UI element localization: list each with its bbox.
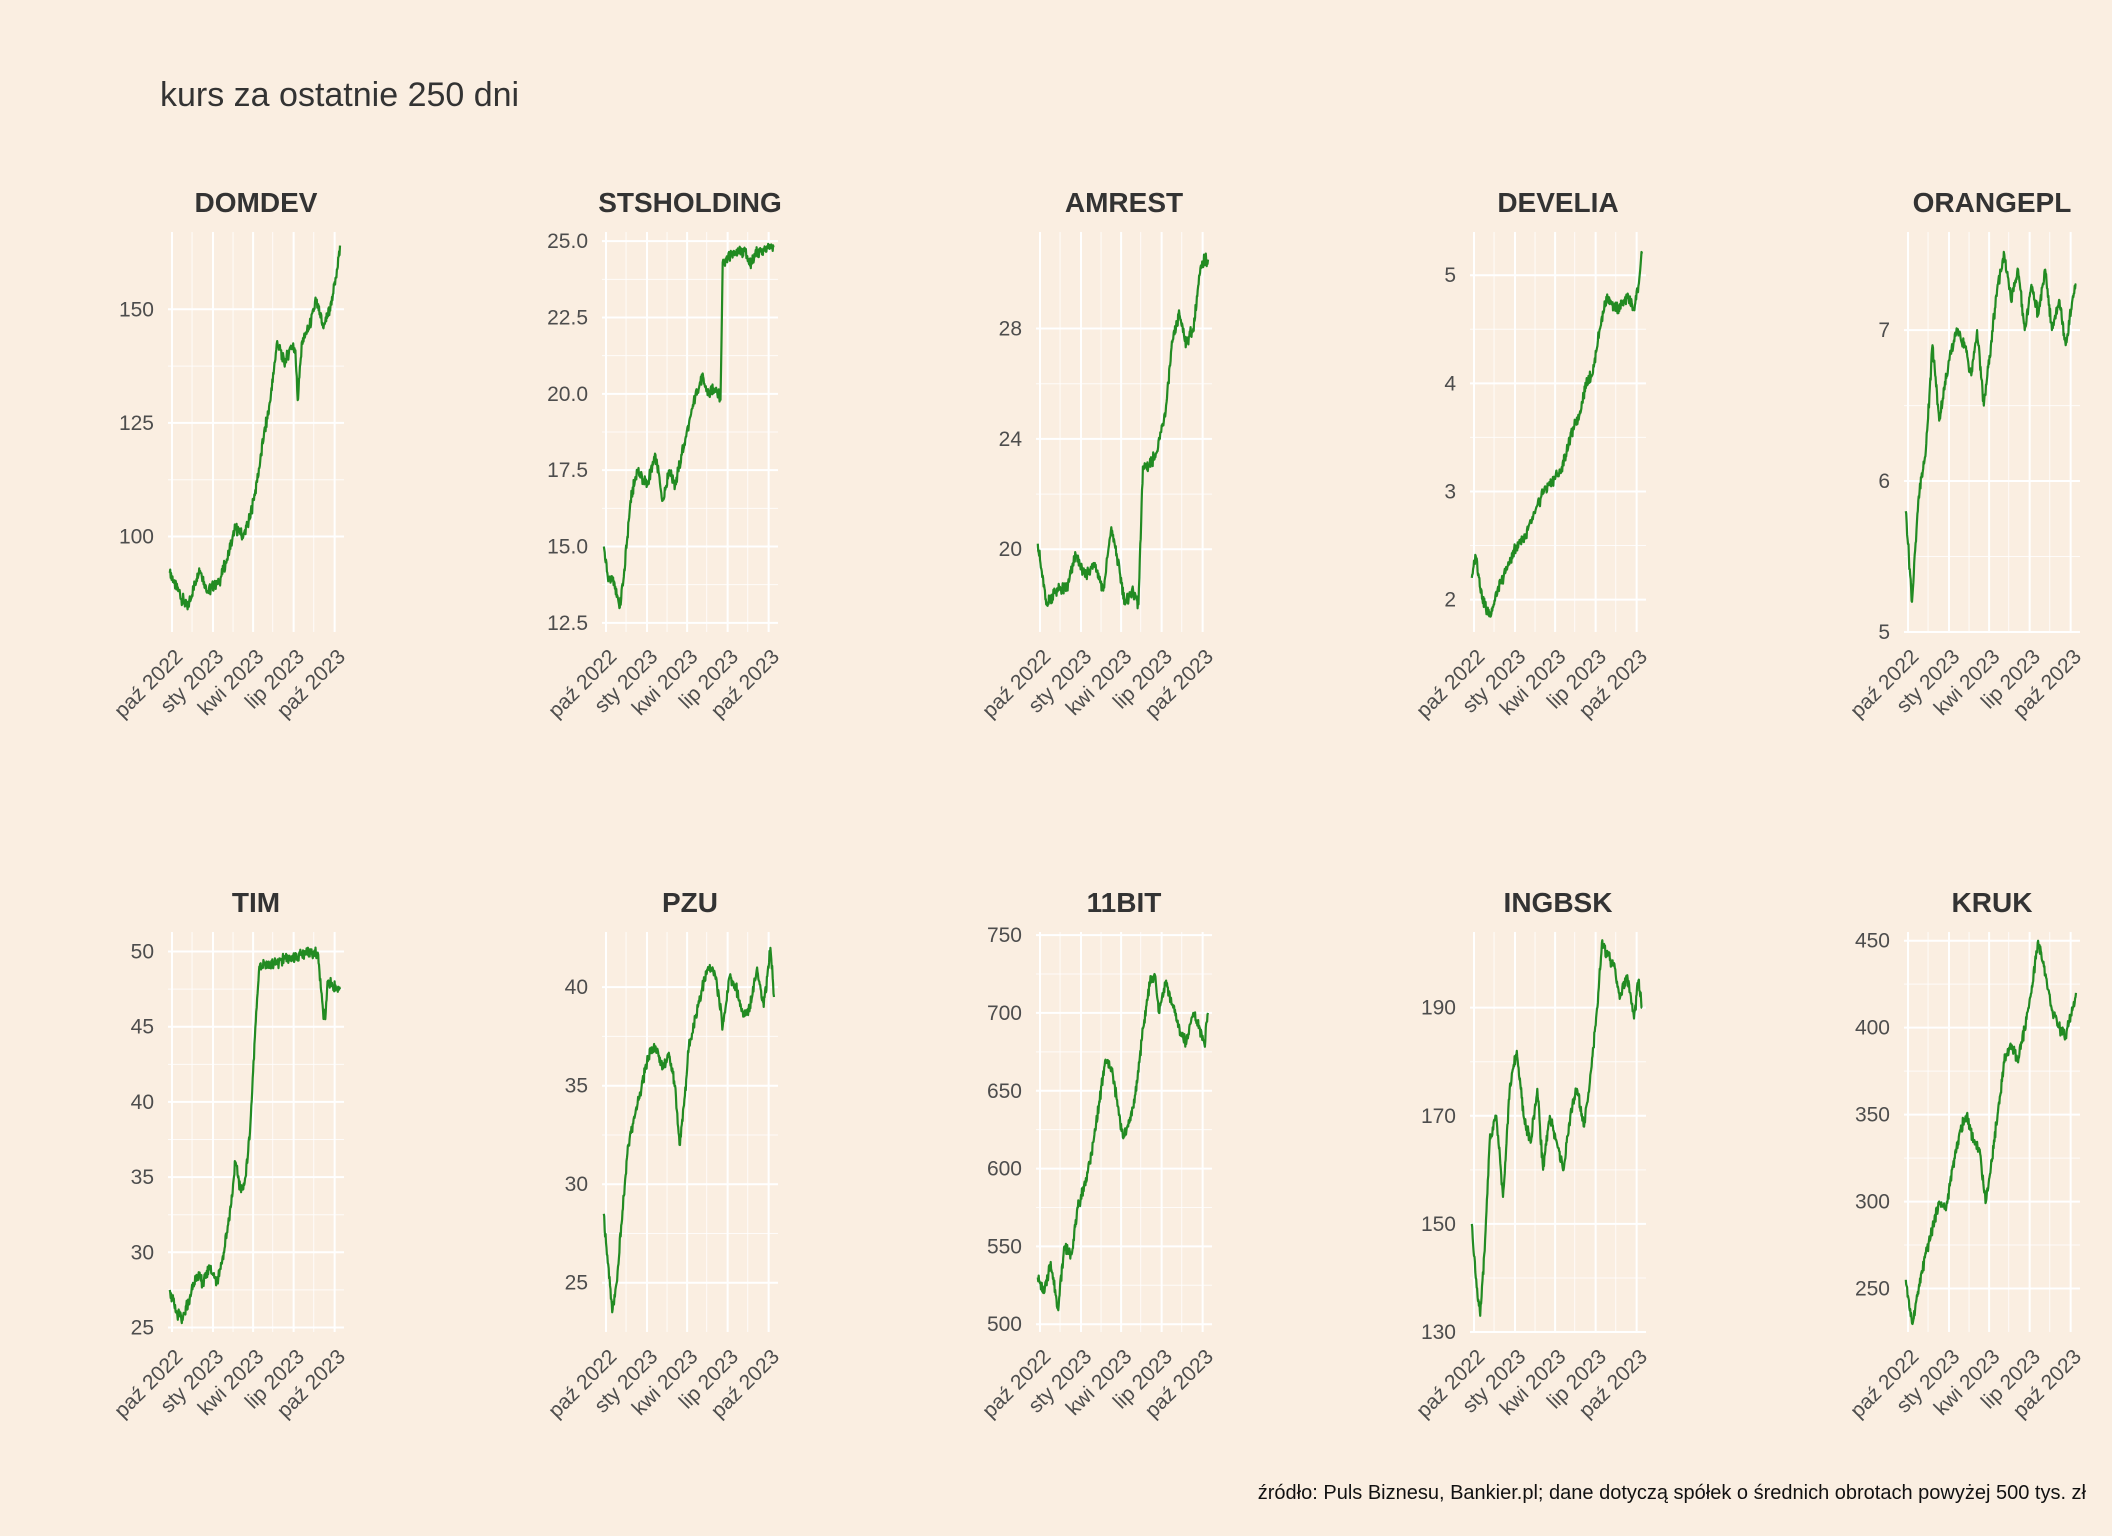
y-tick-label: 25 bbox=[131, 1316, 154, 1339]
source-caption: źródło: Puls Biznesu, Bankier.pl; dane d… bbox=[1257, 1482, 2086, 1504]
panel-title: KRUK bbox=[1952, 887, 2033, 918]
panel-title: AMREST bbox=[1065, 187, 1183, 218]
y-tick-label: 190 bbox=[1421, 997, 1456, 1020]
y-tick-label: 7 bbox=[1878, 319, 1890, 342]
y-tick-label: 30 bbox=[565, 1173, 588, 1196]
panel-title: PZU bbox=[662, 887, 718, 918]
y-tick-label: 15.0 bbox=[547, 536, 588, 559]
y-tick-label: 550 bbox=[987, 1235, 1022, 1258]
y-tick-label: 20.0 bbox=[547, 383, 588, 406]
y-tick-label: 700 bbox=[987, 1002, 1022, 1025]
y-tick-label: 500 bbox=[987, 1313, 1022, 1336]
series-line bbox=[168, 946, 342, 1325]
panel-title: DEVELIA bbox=[1497, 187, 1618, 218]
series-line bbox=[1470, 939, 1643, 1317]
y-tick-label: 35 bbox=[565, 1075, 588, 1098]
y-tick-label: 130 bbox=[1421, 1321, 1456, 1344]
y-tick-label: 40 bbox=[131, 1091, 154, 1114]
panel-title: 11BIT bbox=[1087, 887, 1162, 918]
y-tick-label: 25.0 bbox=[547, 230, 588, 253]
y-tick-label: 30 bbox=[131, 1241, 154, 1264]
series-line bbox=[1904, 939, 2078, 1326]
panel-title: INGBSK bbox=[1504, 887, 1613, 918]
y-tick-label: 50 bbox=[131, 941, 154, 964]
y-tick-label: 100 bbox=[119, 526, 154, 549]
y-tick-label: 6 bbox=[1878, 470, 1890, 493]
y-tick-label: 170 bbox=[1421, 1105, 1456, 1128]
y-tick-label: 650 bbox=[987, 1080, 1022, 1103]
y-tick-label: 600 bbox=[987, 1158, 1022, 1181]
y-tick-label: 40 bbox=[565, 976, 588, 999]
y-tick-label: 450 bbox=[1855, 930, 1890, 953]
y-tick-label: 25 bbox=[565, 1272, 588, 1295]
series-line bbox=[1036, 252, 1210, 610]
series-line bbox=[602, 242, 775, 610]
series-line bbox=[1036, 972, 1210, 1312]
y-tick-label: 150 bbox=[119, 298, 154, 321]
y-tick-label: 150 bbox=[1421, 1213, 1456, 1236]
y-tick-label: 3 bbox=[1444, 480, 1456, 503]
page-title: kurs za ostatnie 250 dni bbox=[160, 76, 520, 114]
y-tick-label: 300 bbox=[1855, 1191, 1890, 1214]
y-tick-label: 4 bbox=[1444, 372, 1456, 395]
y-tick-label: 250 bbox=[1855, 1278, 1890, 1301]
y-tick-label: 12.5 bbox=[547, 612, 588, 635]
y-tick-label: 125 bbox=[119, 412, 154, 435]
y-tick-label: 2 bbox=[1444, 589, 1456, 612]
y-tick-label: 24 bbox=[999, 428, 1023, 451]
y-tick-label: 22.5 bbox=[547, 306, 588, 329]
y-tick-label: 5 bbox=[1444, 264, 1456, 287]
y-tick-label: 20 bbox=[999, 538, 1022, 561]
y-tick-label: 28 bbox=[999, 318, 1022, 341]
series-line bbox=[168, 245, 342, 611]
panel-title: STSHOLDING bbox=[598, 187, 782, 218]
y-tick-label: 400 bbox=[1855, 1017, 1890, 1040]
panel-title: TIM bbox=[232, 887, 280, 918]
y-tick-label: 35 bbox=[131, 1166, 154, 1189]
y-tick-label: 750 bbox=[987, 924, 1022, 947]
series-line bbox=[602, 946, 776, 1314]
panel-title: ORANGEPL bbox=[1913, 187, 2072, 218]
series-line bbox=[1904, 250, 2077, 603]
y-tick-label: 17.5 bbox=[547, 459, 588, 482]
y-tick-label: 350 bbox=[1855, 1104, 1890, 1127]
y-tick-label: 5 bbox=[1878, 621, 1890, 644]
panel-title: DOMDEV bbox=[195, 187, 318, 218]
series-line bbox=[1470, 250, 1644, 618]
y-tick-label: 45 bbox=[131, 1016, 154, 1039]
